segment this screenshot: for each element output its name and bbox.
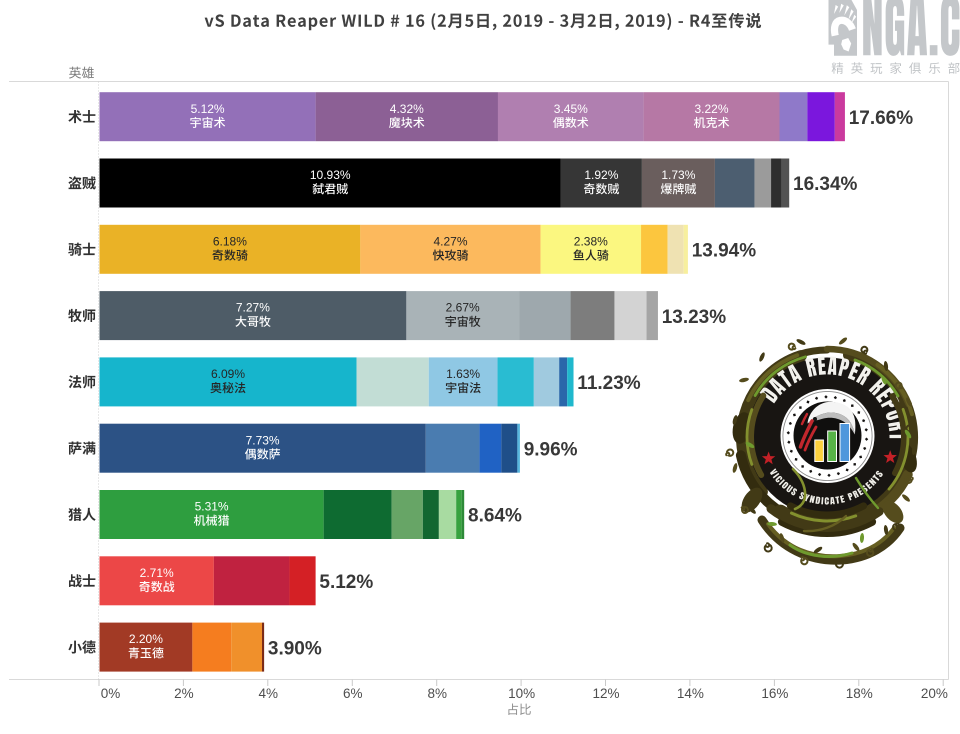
svg-text:6.18%: 6.18% [213, 234, 247, 248]
svg-text:4.32%: 4.32% [390, 102, 424, 116]
svg-text:11.23%: 11.23% [577, 373, 640, 394]
svg-text:9.96%: 9.96% [524, 439, 578, 460]
svg-text:2.38%: 2.38% [574, 234, 608, 248]
svg-text:7.73%: 7.73% [246, 433, 280, 447]
svg-text:2.67%: 2.67% [446, 301, 480, 315]
svg-text:7.27%: 7.27% [236, 301, 270, 315]
svg-text:16%: 16% [761, 686, 788, 701]
svg-text:4%: 4% [259, 686, 279, 701]
svg-text:10.93%: 10.93% [310, 168, 351, 182]
svg-text:13.94%: 13.94% [692, 241, 757, 262]
svg-text:8%: 8% [427, 686, 447, 701]
svg-text:6%: 6% [343, 686, 363, 701]
svg-text:5.12%: 5.12% [319, 572, 373, 593]
svg-text:12%: 12% [592, 686, 619, 701]
svg-text:6.09%: 6.09% [211, 367, 245, 381]
svg-text:10%: 10% [508, 686, 535, 701]
svg-text:5.12%: 5.12% [191, 102, 225, 116]
svg-text:1.73%: 1.73% [661, 168, 695, 182]
svg-text:17.66%: 17.66% [849, 108, 914, 129]
svg-text:3.45%: 3.45% [554, 102, 588, 116]
svg-text:18%: 18% [846, 686, 873, 701]
svg-text:2%: 2% [174, 686, 194, 701]
svg-text:5.31%: 5.31% [195, 500, 229, 514]
svg-text:2.71%: 2.71% [140, 566, 174, 580]
svg-text:8.64%: 8.64% [468, 506, 522, 527]
svg-text:14%: 14% [677, 686, 704, 701]
svg-text:2.20%: 2.20% [129, 632, 163, 646]
svg-text:20%: 20% [921, 686, 948, 701]
svg-text:1.63%: 1.63% [446, 367, 480, 381]
svg-text:0%: 0% [101, 686, 121, 701]
svg-text:1.92%: 1.92% [584, 168, 618, 182]
svg-text:13.23%: 13.23% [662, 307, 727, 328]
svg-text:3.90%: 3.90% [268, 638, 322, 659]
svg-text:16.34%: 16.34% [793, 174, 858, 195]
svg-text:4.27%: 4.27% [433, 234, 467, 248]
svg-text:3.22%: 3.22% [694, 102, 728, 116]
